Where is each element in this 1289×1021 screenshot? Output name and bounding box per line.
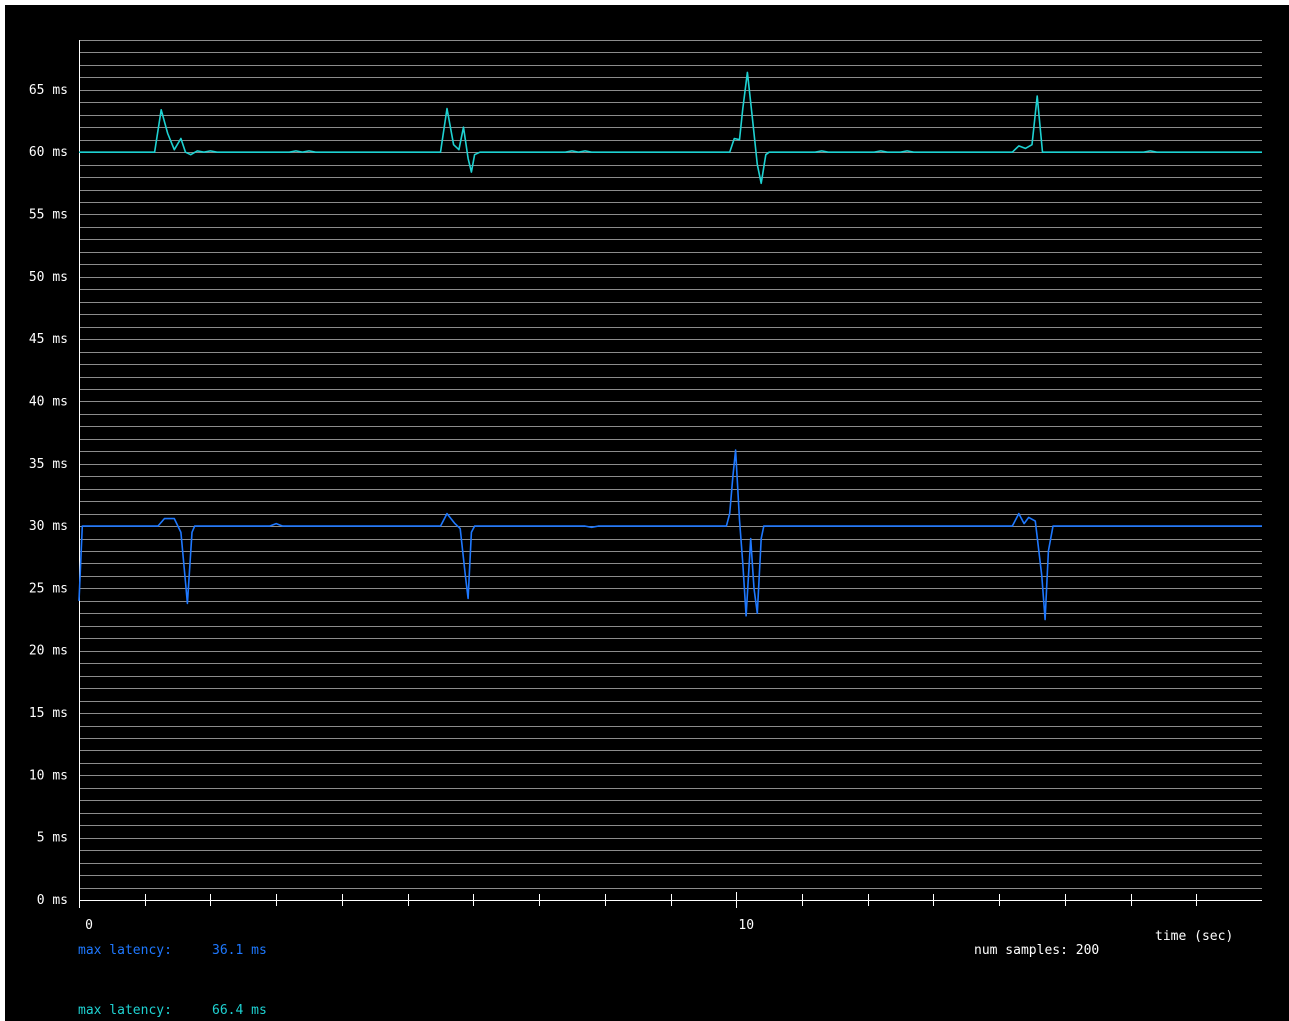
chart-canvas: 0 ms 5 ms 10 ms 15 ms 20 ms 25 ms 30 ms 35 ms 40… (29, 40, 1262, 933)
y-tick-label: 55 ms (29, 207, 68, 222)
y-tick-label: 25 ms (29, 581, 68, 596)
grid (79, 40, 1262, 889)
y-tick-label: 35 ms (29, 457, 68, 472)
y-tick-label: 10 ms (29, 768, 68, 783)
series-lines (78, 71, 1262, 621)
y-tick-label: 5 ms (37, 831, 68, 846)
y-tick-label: 15 ms (29, 706, 68, 721)
y-tick-label: 50 ms (29, 270, 68, 285)
y-tick-label: 65 ms (29, 83, 68, 98)
num-samples: num samples: 200 (974, 943, 1100, 958)
max-latency-value-blue: 36.1 ms (212, 943, 267, 958)
series-line-cyan (79, 71, 1262, 185)
y-tick-label: 40 ms (29, 394, 68, 409)
y-tick-label: 20 ms (29, 644, 68, 659)
y-tick-label: 30 ms (29, 519, 68, 534)
axes: 0 ms 5 ms 10 ms 15 ms 20 ms 25 ms 30 ms 35 ms 40… (29, 40, 1262, 933)
x-tick-label: 0 (85, 918, 93, 933)
latency-chart: 0 ms 5 ms 10 ms 15 ms 20 ms 25 ms 30 ms 35 ms 40… (5, 5, 1289, 1021)
y-tick-label: 60 ms (29, 145, 68, 160)
max-latency-value-cyan: 66.4 ms (212, 1003, 267, 1018)
series-line-blue (78, 449, 1262, 621)
x-axis-label: time (sec) (1155, 929, 1234, 944)
y-tick-label: 0 ms (37, 893, 68, 908)
max-latency-label-blue: max latency: (78, 943, 172, 958)
x-tick-label: 10 (738, 918, 754, 933)
max-latency-label-cyan: max latency: (78, 1003, 172, 1018)
y-tick-label: 45 ms (29, 332, 68, 347)
